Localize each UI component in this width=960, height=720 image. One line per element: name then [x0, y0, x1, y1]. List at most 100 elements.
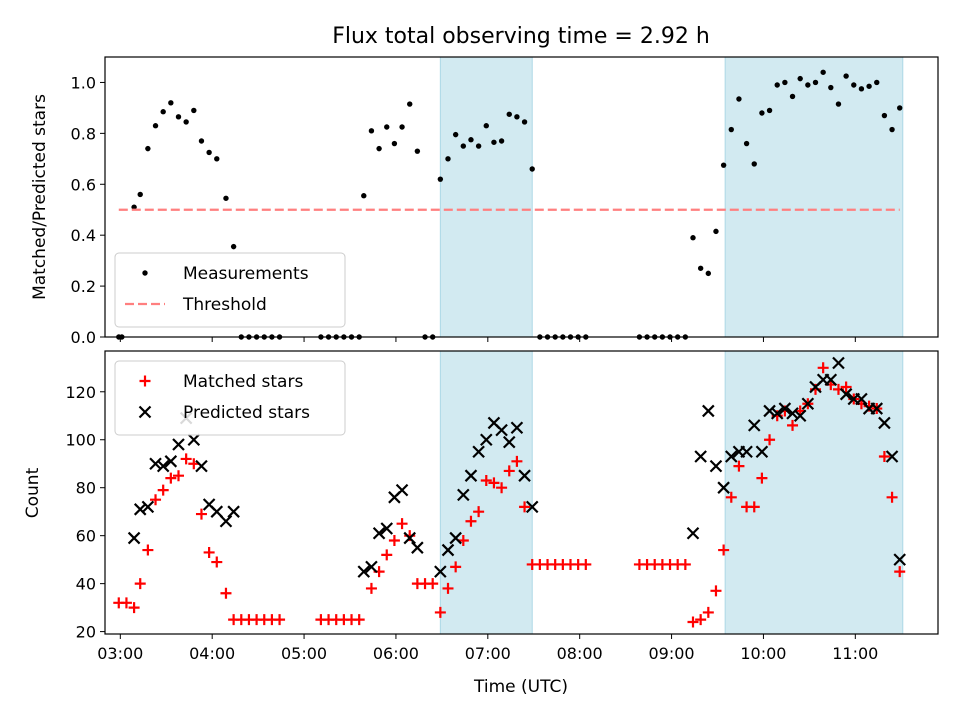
matched-star-point: [702, 606, 714, 618]
matched-star-point: [274, 614, 286, 626]
predicted-star-point: [187, 433, 201, 447]
matched-star-point: [457, 534, 469, 546]
matched-star-point: [165, 472, 177, 484]
measurement-point: [866, 83, 872, 89]
measurement-point: [720, 162, 727, 168]
measurement-point: [820, 69, 826, 75]
predicted-star-point: [878, 416, 891, 430]
predicted-star-point: [824, 373, 838, 387]
measurement-point: [152, 123, 159, 129]
predicted-star-point: [855, 392, 868, 406]
measurement-point: [445, 156, 451, 162]
predicted-star-point: [227, 505, 240, 518]
predicted-star-point: [786, 407, 799, 420]
measurement-point: [774, 82, 780, 88]
measurement-point: [368, 128, 375, 134]
measurement-point: [475, 143, 482, 149]
y-tick-label: 0.4: [71, 226, 96, 245]
measurement-point: [897, 105, 903, 111]
predicted-star-point: [164, 455, 178, 468]
predicted-star-point: [770, 407, 784, 420]
measurement-point: [206, 149, 212, 156]
measurement-point: [491, 139, 497, 145]
matched-star-point: [511, 455, 523, 467]
legend-x-icon: [138, 405, 152, 419]
matched-star-point: [787, 419, 799, 431]
predicted-star-point: [725, 450, 738, 463]
measurement-point: [376, 145, 382, 152]
matched-star-point: [817, 362, 829, 374]
x-tick-label: 05:00: [281, 644, 327, 663]
predicted-star-point: [172, 438, 185, 451]
measurement-point: [452, 131, 459, 138]
y-tick-label: 100: [65, 431, 96, 450]
measurement-point: [460, 143, 467, 149]
predicted-star-point: [480, 433, 493, 447]
legend-label: Measurements: [183, 264, 309, 284]
predicted-star-point: [755, 445, 769, 459]
matched-star-point: [840, 381, 852, 393]
legend: Measurements Threshold: [114, 252, 346, 328]
measurement-point: [391, 140, 398, 147]
measurement-point: [361, 193, 367, 199]
predicted-star-point: [778, 402, 792, 415]
matched-star-point: [203, 546, 215, 558]
measurement-point: [160, 109, 166, 115]
matched-star-point: [503, 465, 515, 477]
y-tick-label: 20: [76, 623, 96, 642]
matched-star-point: [142, 544, 154, 556]
predicted-star-point: [195, 459, 208, 473]
matched-star-point: [396, 518, 408, 530]
measurement-point: [468, 137, 474, 143]
measurement-point: [759, 110, 765, 116]
measurement-point: [437, 176, 444, 182]
predicted-star-point: [510, 421, 524, 435]
top-chart-title: Flux total observing time = 2.92 h: [332, 24, 710, 49]
predicted-star-point: [365, 560, 378, 574]
bottom-y-axis-label: Count: [23, 467, 43, 518]
measurement-point: [743, 140, 750, 147]
measurement-point: [766, 107, 773, 114]
shaded-interval: [439, 350, 533, 635]
x-tick-label: 06:00: [373, 644, 419, 663]
y-tick-label: 60: [76, 527, 96, 546]
matched-star-point: [465, 515, 477, 527]
bottom-panel: 20 40 60 80 100 120 03:00 04:00 05:00 06:00 07:00 0…: [65, 350, 939, 663]
predicted-star-point: [441, 543, 455, 557]
measurement-point: [835, 101, 842, 107]
predicted-star-point: [885, 450, 899, 463]
matched-star-point: [220, 587, 232, 599]
measurement-point: [521, 119, 528, 125]
predicted-star-point: [839, 387, 853, 401]
predicted-star-point: [694, 450, 707, 463]
matched-star-point: [180, 453, 192, 465]
x-tick-label: 08:00: [557, 644, 603, 663]
x-tick-label: 04:00: [189, 644, 235, 663]
predicted-star-point: [219, 515, 233, 528]
matched-star-point: [718, 544, 730, 556]
matched-star-point: [173, 470, 184, 482]
matched-star-point: [434, 606, 446, 618]
matched-star-point: [188, 458, 200, 470]
measurement-point: [131, 204, 137, 210]
legend-label: Predicted stars: [183, 403, 310, 423]
predicted-star-point: [411, 541, 424, 554]
measurement-point: [805, 82, 811, 88]
x-tick-label: 07:00: [465, 644, 511, 663]
measurement-point: [874, 79, 880, 86]
matched-star-point: [756, 472, 768, 484]
measurement-point: [498, 138, 505, 144]
predicted-star-point: [127, 531, 141, 545]
y-tick-label: 0.0: [71, 328, 96, 347]
measurement-point: [690, 235, 696, 241]
predicted-star-point: [502, 435, 516, 449]
predicted-star-point: [449, 531, 462, 545]
measurement-point: [828, 84, 834, 91]
y-tick-label: 1.0: [71, 73, 96, 92]
y-tick-label: 0.6: [71, 175, 96, 194]
matched-star-point: [733, 460, 745, 472]
measurement-point: [137, 191, 143, 198]
predicted-star-point: [747, 419, 761, 432]
matched-star-point: [764, 434, 776, 446]
